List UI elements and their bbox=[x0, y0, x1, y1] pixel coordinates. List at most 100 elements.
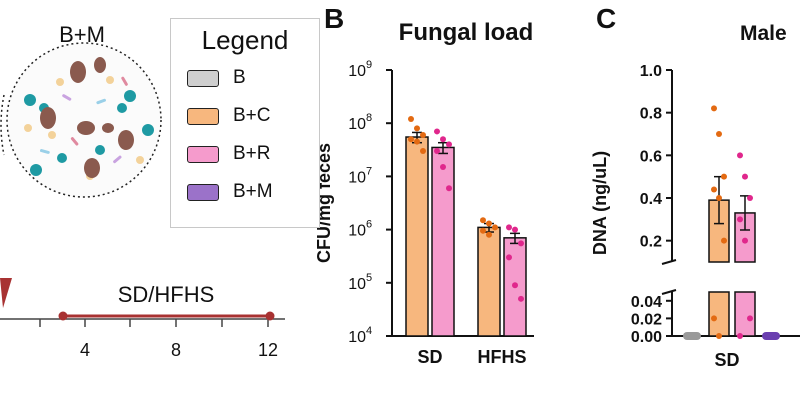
data-point bbox=[512, 282, 518, 289]
bar bbox=[477, 226, 501, 337]
legend-label: B+M bbox=[233, 181, 273, 202]
data-point bbox=[512, 226, 518, 233]
data-point bbox=[440, 164, 446, 171]
data-point bbox=[492, 224, 498, 231]
microbe-illustration bbox=[24, 57, 154, 180]
y-tick-label: 0.00 bbox=[631, 329, 662, 346]
bar bbox=[405, 136, 429, 337]
axis-break-mark bbox=[661, 289, 677, 295]
start-marker bbox=[0, 278, 12, 308]
data-point bbox=[408, 115, 414, 122]
legend: Legend B B+C B+R B+M bbox=[170, 18, 320, 228]
data-point bbox=[742, 237, 748, 244]
data-point bbox=[711, 315, 717, 322]
y-tick-exponent: 7 bbox=[366, 165, 372, 177]
data-point bbox=[506, 224, 512, 231]
chart-c-xlabel: SD bbox=[714, 350, 739, 370]
data-point bbox=[440, 136, 446, 143]
y-tick-exponent: 6 bbox=[366, 219, 372, 231]
data-point bbox=[408, 136, 414, 143]
data-point bbox=[480, 217, 486, 224]
axis-break-mark bbox=[661, 259, 677, 265]
bar bbox=[431, 146, 455, 337]
chart-b-xlabel: SD bbox=[417, 347, 442, 367]
panel-letter-b: B bbox=[324, 3, 344, 34]
data-point bbox=[446, 141, 452, 148]
legend-item: B+C bbox=[187, 105, 271, 127]
legend-swatch bbox=[187, 69, 219, 87]
data-point bbox=[747, 195, 753, 201]
legend-label: B+R bbox=[233, 143, 271, 164]
legend-swatch bbox=[187, 145, 219, 163]
data-point bbox=[486, 231, 492, 238]
data-point bbox=[737, 152, 743, 159]
bar-lower bbox=[708, 291, 730, 337]
chart-c-ylabel: DNA (ng/uL) bbox=[590, 151, 610, 255]
data-point bbox=[747, 315, 753, 322]
chart-c-title: Male bbox=[740, 22, 787, 45]
y-tick-label: 1.0 bbox=[640, 63, 662, 80]
legend-item: B bbox=[187, 67, 246, 89]
data-point bbox=[721, 173, 727, 180]
data-point bbox=[742, 173, 748, 180]
y-tick-exponent: 5 bbox=[366, 272, 372, 284]
zero-bar bbox=[762, 332, 780, 340]
panel-a: B+M bbox=[0, 22, 285, 360]
legend-label: B+C bbox=[233, 105, 271, 126]
y-tick-label: 0.2 bbox=[640, 234, 662, 251]
panel-letter-c: C bbox=[596, 3, 616, 34]
y-tick-label: 0.8 bbox=[640, 106, 662, 123]
bar-lower bbox=[734, 291, 756, 337]
legend-title: Legend bbox=[201, 25, 289, 55]
chart-b-xlabel: HFHS bbox=[478, 347, 527, 367]
data-point bbox=[711, 186, 717, 193]
data-point bbox=[486, 220, 492, 227]
data-point bbox=[480, 227, 486, 234]
chart-c-plot: 0.2 0.4 0.6 0.8 1.0 0.000.020.04 bbox=[631, 63, 800, 346]
data-point bbox=[434, 148, 440, 155]
y-tick-label: 0.02 bbox=[631, 311, 662, 328]
y-tick-label: 0.4 bbox=[640, 191, 662, 208]
data-point bbox=[506, 254, 512, 261]
data-point bbox=[721, 237, 727, 244]
microbiome-circle bbox=[6, 42, 162, 198]
legend-swatch bbox=[187, 183, 219, 201]
y-tick-label: 10 bbox=[348, 169, 366, 186]
y-tick-label: 10 bbox=[348, 329, 366, 346]
y-tick-label: 0.04 bbox=[631, 294, 662, 311]
data-point bbox=[518, 240, 524, 247]
data-point bbox=[518, 295, 524, 302]
time-tick-label: 4 bbox=[80, 340, 90, 360]
data-point bbox=[414, 125, 420, 132]
previous-circle-edge bbox=[0, 94, 5, 156]
y-tick-exponent: 4 bbox=[366, 325, 372, 337]
y-tick-label: 10 bbox=[348, 276, 366, 293]
legend-swatch bbox=[187, 107, 219, 125]
zero-bar bbox=[683, 332, 701, 340]
time-tick-label: 12 bbox=[258, 340, 278, 360]
legend-item: B+M bbox=[187, 181, 273, 203]
data-point bbox=[434, 128, 440, 135]
data-point bbox=[737, 216, 743, 223]
y-tick-exponent: 9 bbox=[366, 59, 372, 71]
data-point bbox=[716, 131, 722, 137]
data-point bbox=[420, 148, 426, 155]
y-tick-label: 10 bbox=[348, 116, 366, 133]
data-point bbox=[716, 195, 722, 201]
data-point bbox=[420, 132, 426, 139]
legend-label: B bbox=[233, 67, 246, 88]
legend-item: B+R bbox=[187, 143, 271, 165]
data-point bbox=[716, 333, 722, 339]
y-tick-label: 0.6 bbox=[640, 148, 662, 165]
data-point bbox=[711, 105, 717, 112]
y-tick-label: 10 bbox=[348, 223, 366, 240]
timeline-label: SD/HFHS bbox=[118, 282, 215, 307]
data-point bbox=[737, 333, 743, 339]
data-point bbox=[414, 138, 420, 145]
time-tick-label: 8 bbox=[171, 340, 181, 360]
y-tick-exponent: 8 bbox=[366, 112, 372, 124]
chart-b-title: Fungal load bbox=[399, 19, 534, 46]
data-point bbox=[446, 185, 452, 192]
y-tick-label: 10 bbox=[348, 63, 366, 80]
